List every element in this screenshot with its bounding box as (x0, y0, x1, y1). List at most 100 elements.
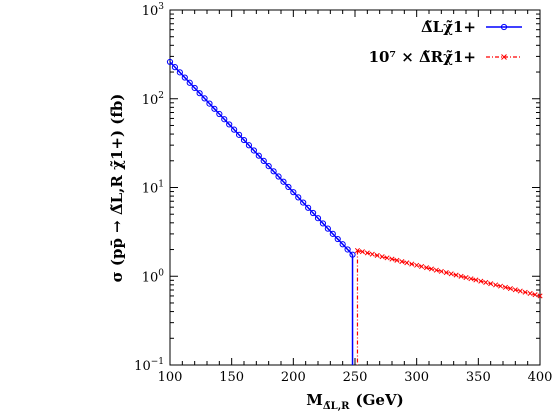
series-line (169, 61, 354, 256)
y-tick-label: 103 (142, 2, 165, 19)
x-tick-labels: 100 150 200 250 300 350 400 (158, 370, 553, 385)
series-group (166, 58, 543, 365)
data-point (374, 252, 380, 258)
x-axis-title-subscript: Δ̃L,R (323, 401, 350, 412)
data-point (359, 249, 365, 255)
axis-ticks (169, 9, 541, 366)
y-tick-label: 101 (142, 180, 164, 197)
x-tick-label: 200 (281, 370, 306, 385)
data-point (453, 272, 459, 278)
data-point (404, 260, 410, 266)
data-point (409, 261, 415, 267)
data-point (290, 189, 297, 196)
data-point (493, 282, 499, 288)
data-point (414, 262, 420, 268)
x-tick-label: 100 (158, 370, 183, 385)
data-point (300, 199, 307, 206)
data-point (389, 256, 395, 262)
data-point (255, 152, 262, 159)
data-point (502, 284, 509, 290)
data-point (478, 278, 484, 284)
data-point (488, 281, 494, 287)
x-tick-label: 250 (343, 370, 368, 385)
data-point (305, 204, 312, 211)
data-point (512, 287, 518, 293)
y-tick-label: 10−1 (134, 357, 164, 374)
data-point (344, 246, 351, 253)
data-point (517, 288, 523, 294)
legend-label-delta-l: Δ̃Lχ̃1+ (421, 18, 476, 36)
data-point (171, 64, 179, 71)
data-point (226, 121, 233, 128)
data-point (448, 271, 454, 277)
data-point (369, 251, 375, 257)
data-point (191, 84, 198, 92)
legend: Δ̃Lχ̃1+ 10⁷ × Δ̃Rχ̃1+ (369, 18, 522, 66)
data-point (176, 69, 183, 76)
data-point (314, 215, 322, 222)
data-point (339, 241, 346, 248)
x-tick-label: 150 (219, 370, 244, 385)
data-point (433, 267, 439, 273)
y-tick-labels: 10−1 100 101 102 103 (134, 2, 164, 374)
x-tick-label: 300 (404, 370, 429, 385)
data-point (438, 268, 444, 274)
data-point (428, 266, 435, 272)
y-tick-label: 102 (142, 91, 164, 108)
data-point (245, 142, 253, 149)
data-point (211, 105, 218, 112)
data-point (468, 276, 474, 282)
data-point (354, 247, 361, 254)
plot-frame (169, 9, 541, 366)
data-point (285, 183, 292, 191)
data-point (419, 263, 425, 270)
data-point (483, 279, 489, 285)
data-point (522, 289, 528, 295)
data-point (240, 136, 248, 144)
data-point (329, 230, 336, 237)
data-point (270, 168, 277, 175)
data-point (265, 163, 272, 170)
data-point (384, 255, 390, 261)
data-point (379, 254, 385, 260)
data-point (280, 178, 287, 185)
data-point (537, 293, 543, 299)
x-axis-title-main: M (306, 391, 323, 409)
data-point (216, 110, 223, 118)
data-point (235, 131, 243, 138)
legend-marker-delta-l (500, 23, 508, 31)
x-axis-title: MΔ̃L,R (GeV) (306, 391, 403, 412)
data-point (394, 257, 400, 263)
data-point (221, 116, 228, 123)
data-point (309, 209, 317, 217)
data-point (334, 235, 341, 243)
data-point (423, 265, 430, 271)
data-point (295, 194, 302, 201)
data-point (319, 220, 327, 227)
data-point (260, 157, 267, 165)
data-point (349, 251, 356, 258)
legend-marker-delta-r (501, 54, 507, 60)
x-axis-title-unit: (GeV) (356, 391, 404, 409)
data-point (181, 74, 188, 81)
data-point (166, 58, 174, 66)
y-tick-label: 100 (142, 268, 165, 285)
data-point (443, 270, 449, 276)
series-line (357, 249, 541, 297)
data-point (364, 250, 370, 256)
data-point (532, 292, 538, 298)
data-point (201, 95, 208, 102)
y-axis-title: σ (pp̄ → Δ̃L,R χ̃1+) (fb) (108, 94, 126, 283)
data-point (497, 283, 504, 289)
data-point (250, 147, 257, 154)
data-point (527, 290, 533, 297)
data-point (324, 225, 331, 232)
data-point (507, 286, 513, 292)
data-point (206, 100, 213, 107)
data-point (186, 79, 193, 86)
data-point (458, 273, 464, 279)
data-point (473, 277, 479, 283)
x-tick-label: 350 (466, 370, 491, 385)
legend-label-delta-r: 10⁷ × Δ̃Rχ̃1+ (369, 48, 476, 66)
